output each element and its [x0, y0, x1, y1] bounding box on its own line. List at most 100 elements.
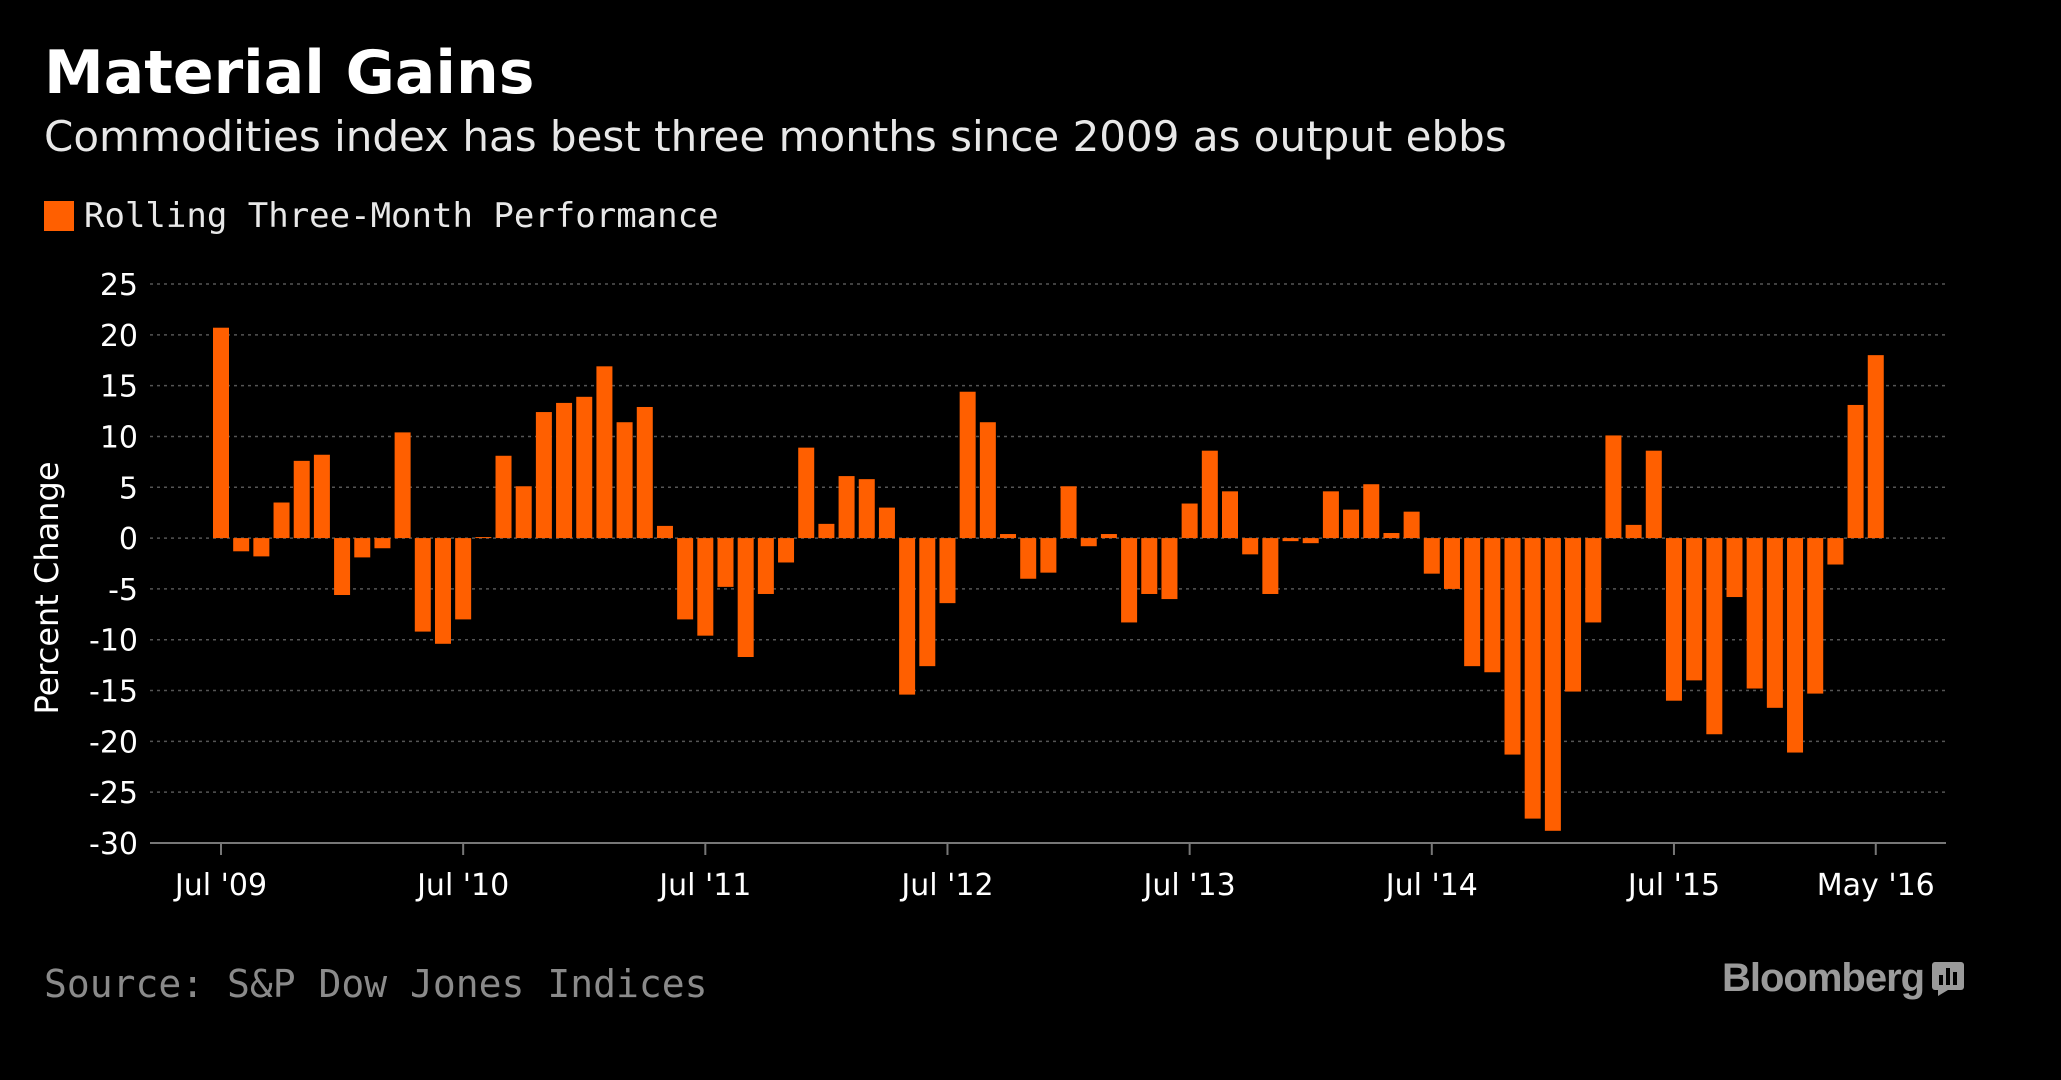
- bar: [1665, 538, 1682, 701]
- bar: [1100, 534, 1117, 539]
- bar: [677, 538, 694, 620]
- y-tick-label: 10: [100, 420, 138, 455]
- y-tick-label: -20: [89, 725, 138, 760]
- bar: [1040, 538, 1057, 573]
- bar: [1544, 538, 1561, 831]
- bar: [313, 454, 330, 539]
- bar: [1787, 538, 1804, 753]
- bar: [737, 538, 754, 658]
- bar: [293, 460, 310, 539]
- bar: [1504, 538, 1521, 755]
- y-tick-label: 20: [100, 319, 138, 354]
- y-tick-label: 0: [119, 522, 138, 557]
- legend-label: Rolling Three-Month Performance: [84, 196, 719, 236]
- bar: [475, 537, 492, 539]
- bar: [1282, 538, 1299, 542]
- bar: [1847, 404, 1864, 539]
- bar: [1585, 538, 1602, 623]
- brand-logo: Bloomberg: [1722, 956, 1965, 1001]
- y-tick-label: 15: [100, 370, 138, 405]
- bar: [1605, 435, 1622, 539]
- bar: [899, 538, 916, 695]
- bar: [1222, 491, 1238, 539]
- source-note: Source: S&P Dow Jones Indices: [44, 962, 708, 1006]
- bar: [757, 538, 774, 594]
- brand-name: Bloomberg: [1722, 956, 1925, 1000]
- bar: [576, 396, 593, 539]
- y-tick-labels: 25 20 15 10 5 0 -5 -10 -15 -20 -25 -30: [89, 268, 138, 862]
- bar: [394, 432, 411, 539]
- x-tick-label: Jul '10: [415, 868, 509, 903]
- bar: [1322, 491, 1339, 539]
- bar: [1060, 486, 1077, 539]
- bar: [1867, 355, 1884, 539]
- bar: [919, 538, 936, 667]
- bar: [1343, 509, 1360, 539]
- bar: [1201, 450, 1218, 539]
- bar: [1121, 538, 1138, 623]
- bar: [1746, 538, 1763, 689]
- bar: [1363, 484, 1380, 539]
- bar: [1645, 450, 1662, 539]
- bar: [1080, 538, 1097, 547]
- bar: [414, 538, 431, 632]
- bar: [374, 538, 391, 549]
- x-tick-label: Jul '15: [1626, 868, 1720, 903]
- bar: [1262, 538, 1279, 594]
- bar: [495, 455, 512, 539]
- bar: [273, 502, 290, 539]
- bar: [1706, 538, 1723, 735]
- bar: [1464, 538, 1481, 667]
- bar: [1141, 538, 1158, 594]
- y-tick-label: 25: [100, 268, 138, 303]
- chart-title: Material Gains: [44, 38, 535, 108]
- bar: [1443, 538, 1460, 589]
- y-tick-label: -30: [89, 827, 138, 862]
- bar: [1000, 534, 1017, 539]
- bar: [596, 366, 613, 539]
- bar: [1827, 538, 1844, 565]
- bars: [213, 327, 1884, 831]
- bar: [636, 406, 653, 539]
- y-tick-label: -25: [89, 776, 138, 811]
- bar: [1423, 538, 1440, 574]
- bar: [959, 391, 976, 539]
- bar: [1403, 511, 1420, 539]
- bar: [1686, 538, 1703, 681]
- bar: [1161, 538, 1178, 600]
- bar: [656, 525, 673, 539]
- bar: [778, 538, 795, 563]
- y-tick-label: 5: [119, 471, 138, 506]
- bar: [979, 422, 996, 539]
- y-axis-title: Percent Change: [28, 461, 66, 714]
- x-tick-label: Jul '11: [657, 868, 751, 903]
- bar: [717, 538, 734, 587]
- bar: [697, 538, 714, 636]
- bar: [616, 422, 633, 539]
- chart-subtitle: Commodities index has best three months …: [44, 112, 1507, 161]
- bar: [535, 412, 552, 539]
- bar: [1766, 538, 1783, 708]
- bar: [354, 538, 371, 558]
- bar: [455, 538, 472, 620]
- bar: [1383, 533, 1400, 539]
- x-tick-label: Jul '09: [173, 868, 267, 903]
- y-tick-label: -15: [89, 675, 138, 710]
- bar: [1807, 538, 1824, 694]
- bar: [1020, 538, 1037, 579]
- bar: [253, 538, 270, 557]
- x-tick-label: Jul '13: [1142, 868, 1236, 903]
- bar: [1181, 503, 1198, 539]
- bar: [878, 507, 895, 539]
- bar: [1484, 538, 1501, 673]
- bar: [434, 538, 451, 644]
- bar: [213, 327, 229, 539]
- bar: [334, 538, 351, 596]
- bar: [1242, 538, 1259, 555]
- y-tick-label: -10: [89, 624, 138, 659]
- bar: [1565, 538, 1582, 692]
- legend-swatch: [44, 201, 74, 231]
- x-tick-label: Jul '12: [899, 868, 993, 903]
- bar: [515, 486, 532, 539]
